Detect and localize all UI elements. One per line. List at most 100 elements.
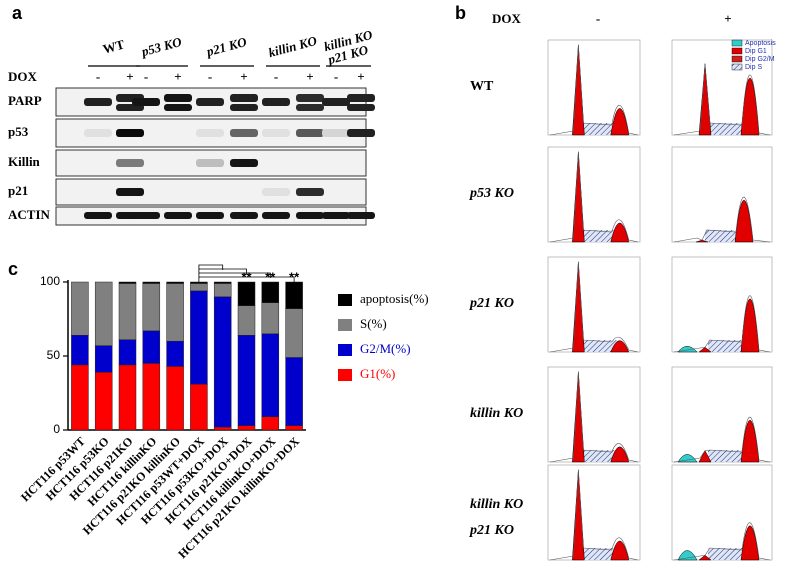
histogram-outline <box>549 151 639 243</box>
bar-segment <box>142 330 161 364</box>
band <box>116 159 144 167</box>
dox-state: + <box>126 69 133 84</box>
group-label: WT <box>101 36 126 56</box>
band <box>196 129 224 137</box>
legend-swatch <box>338 369 352 381</box>
bar-segment <box>142 363 161 431</box>
bar-segment <box>71 364 89 431</box>
s-phase <box>581 548 617 560</box>
band <box>262 98 290 106</box>
dox-state: + <box>306 69 313 84</box>
band <box>347 94 375 102</box>
legend-label: Dip G2/M <box>745 56 775 63</box>
band <box>84 98 112 106</box>
bar-segment <box>118 281 137 284</box>
band <box>116 188 144 196</box>
band <box>164 212 192 219</box>
plot-frame <box>547 256 641 353</box>
bar-segment <box>190 283 208 292</box>
s-phase <box>708 340 747 352</box>
bar-segment <box>213 283 232 298</box>
row-label: PARP <box>8 93 42 108</box>
legend-swatch <box>731 55 743 63</box>
s-phase <box>705 230 741 242</box>
row-label: p21 KO <box>469 296 514 311</box>
row-label: p21 KO <box>469 523 514 538</box>
sig-bracket <box>198 268 247 274</box>
dox-state: + <box>357 69 364 84</box>
y-tick-label: 100 <box>40 274 60 288</box>
band <box>230 94 258 102</box>
s-phase <box>708 548 747 560</box>
bar-segment <box>237 335 256 426</box>
bar-segment <box>190 290 208 385</box>
band <box>322 212 350 219</box>
g1-peak <box>698 63 712 136</box>
group-label: p53 KO <box>139 34 184 59</box>
legend-swatch <box>338 344 352 356</box>
g2-peak <box>610 446 630 463</box>
band <box>296 188 324 196</box>
bar-segment <box>213 426 232 431</box>
band <box>84 212 112 219</box>
histogram-outline <box>673 63 771 136</box>
band <box>262 212 290 219</box>
band <box>322 129 350 137</box>
bar-segment <box>285 425 303 431</box>
plot-frame <box>671 146 773 243</box>
legend-label: G1(%) <box>360 366 395 381</box>
band <box>164 94 192 102</box>
dox-state: - <box>144 69 148 84</box>
band <box>262 188 290 196</box>
histogram-outline <box>673 522 771 561</box>
band <box>230 159 258 167</box>
g1-peak <box>698 554 712 561</box>
bar-segment <box>166 340 184 367</box>
g1-peak <box>698 450 712 463</box>
histogram-outline <box>549 261 639 353</box>
dox-state: + <box>174 69 181 84</box>
bar-segment <box>166 281 184 284</box>
band <box>296 94 324 102</box>
s-phase <box>581 340 617 352</box>
legend-label: S(%) <box>360 316 387 331</box>
bar-segment <box>285 281 303 309</box>
bar-segment <box>261 333 280 417</box>
band <box>116 129 144 137</box>
significance-mark: ** <box>265 269 276 284</box>
band <box>196 98 224 106</box>
row-label: ACTIN <box>8 207 51 222</box>
s-phase <box>708 450 747 462</box>
group-label: killin KO <box>267 33 319 60</box>
s-phase <box>708 123 747 135</box>
g2-peak <box>610 222 630 243</box>
histogram-outline <box>549 469 639 561</box>
row-label: p53 KO <box>469 186 514 201</box>
dox-state: - <box>274 69 278 84</box>
bar-segment <box>118 364 137 431</box>
dox-state: - <box>208 69 212 84</box>
bar-segment <box>213 281 232 284</box>
bar-segment <box>94 372 113 431</box>
band <box>322 98 350 106</box>
bar-segment <box>94 345 113 373</box>
row-label: p53 <box>8 124 29 139</box>
g2-peak <box>610 108 630 136</box>
g2-peak <box>610 540 630 561</box>
band <box>230 212 258 219</box>
dox-state: - <box>334 69 338 84</box>
significance-mark: ** <box>289 269 300 284</box>
band <box>196 159 224 167</box>
dox-state: - <box>96 69 100 84</box>
plot-frame <box>547 464 641 561</box>
sig-bracket <box>198 264 224 270</box>
bar-segment <box>166 283 184 342</box>
bar-segment <box>237 305 256 336</box>
bar-segment <box>285 357 303 426</box>
legend-label: apoptosis(%) <box>360 291 429 306</box>
dox-state: + <box>240 69 247 84</box>
sig-bracket <box>198 272 271 278</box>
apoptosis-peak <box>677 550 698 561</box>
apoptosis-peak <box>677 454 698 463</box>
